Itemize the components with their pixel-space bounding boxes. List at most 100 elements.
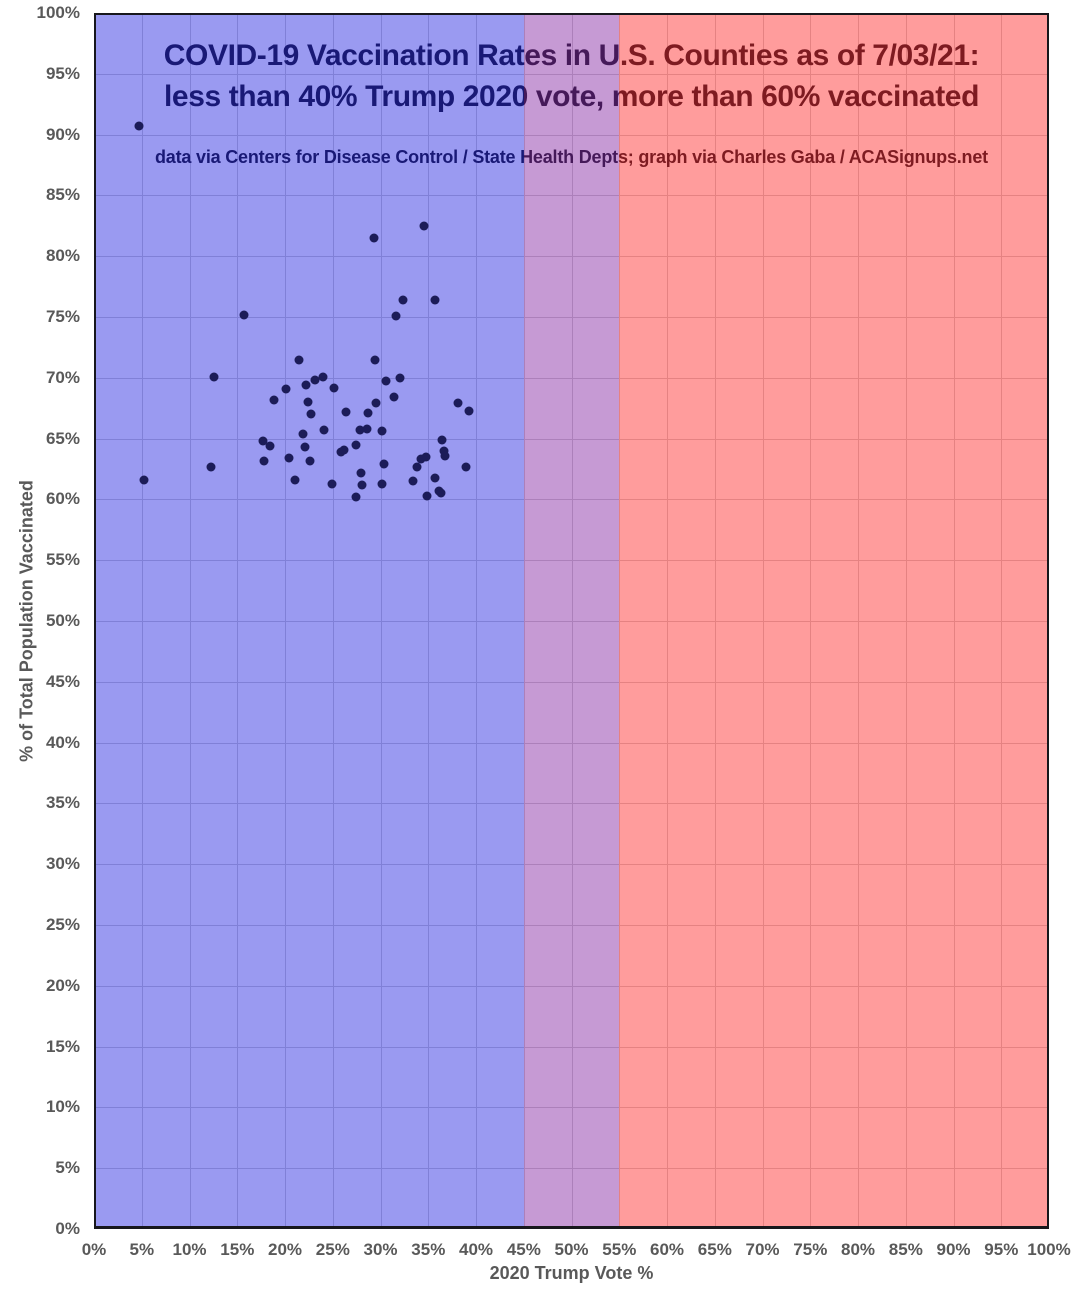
x-tick-label: 75% — [793, 1240, 828, 1259]
x-tick-label: 80% — [840, 1240, 876, 1259]
y-tick-label: 30% — [45, 854, 80, 874]
data-point — [371, 398, 381, 408]
data-point — [290, 475, 299, 485]
y-tick-label: 5% — [55, 1158, 80, 1178]
plot-area: COVID-19 Vaccination Rates in U.S. Count… — [94, 13, 1050, 1229]
y-tick-label: 90% — [45, 124, 80, 144]
x-tick-label: 95% — [984, 1240, 1019, 1259]
data-point — [303, 397, 313, 407]
y-tick-label: 35% — [45, 793, 80, 813]
data-point — [310, 375, 320, 385]
data-point — [300, 442, 310, 452]
data-point — [134, 121, 144, 131]
x-tick-label: 85% — [888, 1240, 923, 1259]
data-point — [377, 426, 386, 436]
gridline-horizontal — [94, 681, 1049, 683]
data-point — [408, 476, 418, 486]
y-axis-ticks: 0% 5% 10% 15% 20% 25% 30% 35% 40% 45% 50% 55% 60% 65%… — [0, 3, 80, 1238]
x-axis-title: 2020 Trump Vote % — [489, 1263, 654, 1283]
data-point — [379, 459, 389, 469]
y-tick-label: 0% — [55, 1219, 80, 1238]
data-point — [139, 475, 149, 485]
data-point — [422, 491, 432, 501]
gridline-vertical — [953, 13, 955, 1229]
gridline-vertical — [619, 13, 621, 1229]
y-tick-label: 25% — [45, 915, 80, 934]
data-point — [294, 355, 304, 365]
gridline-vertical — [714, 13, 716, 1229]
data-point — [436, 488, 446, 498]
data-point — [239, 310, 249, 320]
gridline-horizontal — [94, 1107, 1049, 1109]
x-tick-label: 10% — [172, 1240, 207, 1259]
data-point — [258, 436, 268, 446]
data-point — [362, 424, 372, 434]
data-point — [351, 492, 361, 502]
data-point — [453, 398, 463, 408]
chart-subtitle: data via Centers for Disease Control / S… — [155, 147, 988, 167]
gridline-horizontal — [94, 621, 1049, 622]
data-point — [284, 453, 294, 463]
chart-title-line1: COVID-19 Vaccination Rates in U.S. Count… — [163, 39, 980, 72]
data-point — [461, 462, 471, 472]
gridline-vertical — [762, 13, 764, 1229]
data-point — [416, 454, 426, 464]
x-tick-label: 30% — [363, 1240, 398, 1259]
data-point — [318, 372, 328, 382]
data-point — [464, 406, 474, 416]
gridline-horizontal — [94, 803, 1049, 805]
data-point — [363, 408, 373, 418]
data-point — [356, 468, 366, 478]
data-point — [206, 462, 215, 472]
y-tick-label: 60% — [45, 489, 80, 509]
data-point — [319, 425, 329, 435]
x-tick-label: 60% — [649, 1240, 685, 1259]
y-tick-label: 50% — [45, 611, 80, 630]
y-tick-label: 95% — [45, 63, 80, 83]
gridline-vertical — [810, 13, 812, 1229]
data-point — [327, 479, 337, 489]
gridline-vertical — [1001, 13, 1003, 1229]
gridline-vertical — [667, 13, 668, 1229]
y-tick-label: 100% — [36, 3, 80, 22]
y-tick-label: 70% — [45, 367, 80, 387]
gridline-horizontal — [94, 925, 1049, 926]
y-tick-label: 55% — [45, 550, 80, 570]
x-tick-label: 15% — [220, 1240, 255, 1259]
y-tick-label: 45% — [45, 671, 80, 691]
gridline-vertical — [858, 13, 859, 1229]
data-point — [281, 384, 291, 394]
data-point — [298, 429, 308, 439]
data-point — [430, 473, 440, 482]
x-tick-label: 5% — [129, 1240, 155, 1259]
data-point — [437, 435, 447, 445]
data-point — [259, 456, 269, 465]
data-point — [329, 383, 339, 392]
gridline-horizontal — [94, 864, 1049, 866]
y-tick-label: 85% — [45, 185, 80, 205]
x-tick-label: 40% — [458, 1240, 494, 1259]
data-point — [339, 445, 349, 454]
data-point — [370, 355, 380, 365]
y-tick-label: 20% — [45, 975, 80, 995]
data-point — [440, 451, 450, 461]
data-point — [430, 295, 440, 305]
gridline-vertical — [905, 13, 907, 1229]
data-point — [395, 373, 405, 383]
data-point — [355, 425, 365, 435]
data-point — [209, 372, 219, 382]
x-tick-label: 55% — [602, 1240, 637, 1259]
data-point — [377, 479, 387, 489]
gridline-horizontal — [94, 1046, 1049, 1048]
data-point — [341, 407, 351, 417]
y-axis-title: % of Total Population Vaccinated — [16, 480, 37, 762]
data-point — [381, 376, 391, 386]
data-point — [419, 221, 429, 231]
x-tick-label: 100% — [1027, 1240, 1071, 1259]
data-point — [357, 480, 367, 490]
gridline-horizontal — [94, 742, 1049, 744]
x-tick-label: 90% — [936, 1240, 971, 1259]
gridline-horizontal — [94, 985, 1049, 987]
data-point — [305, 456, 315, 465]
